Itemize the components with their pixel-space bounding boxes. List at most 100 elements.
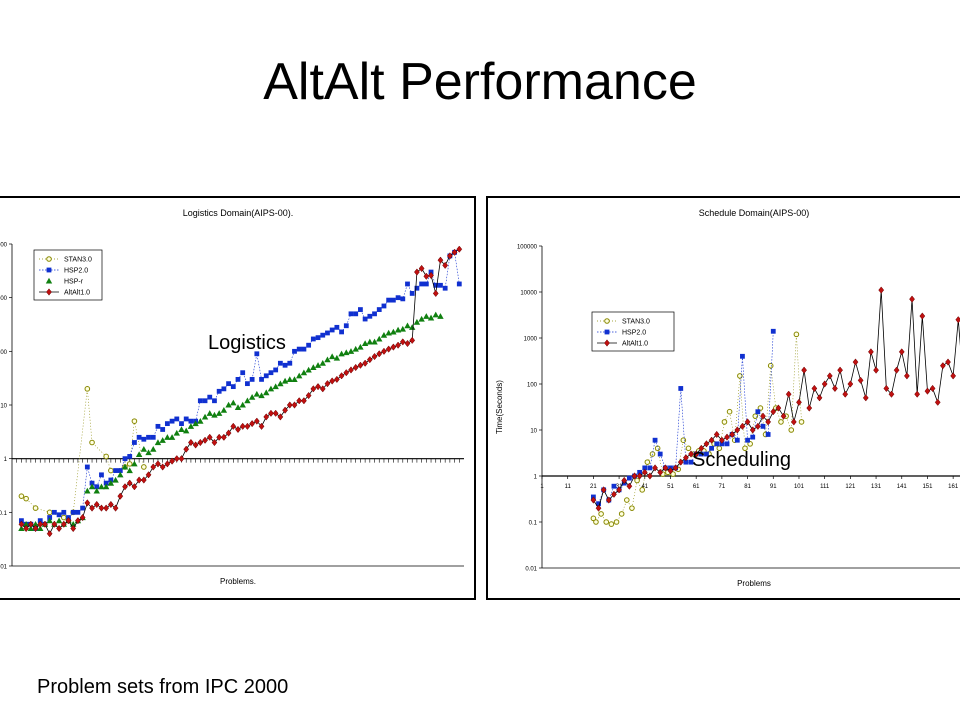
data-point xyxy=(590,496,597,504)
data-point xyxy=(629,505,635,511)
data-point xyxy=(296,346,302,352)
data-point xyxy=(192,420,199,427)
data-point xyxy=(220,433,227,441)
data-point xyxy=(740,353,745,359)
data-point xyxy=(155,460,161,468)
data-point xyxy=(775,404,782,412)
data-point xyxy=(714,441,720,447)
data-point xyxy=(84,499,91,507)
data-point xyxy=(790,418,797,426)
data-point xyxy=(698,451,704,457)
data-point xyxy=(60,520,67,528)
data-point xyxy=(291,376,298,382)
y-tick-label: 10000 xyxy=(520,291,537,297)
data-point xyxy=(703,440,710,448)
data-point xyxy=(187,423,195,429)
data-point xyxy=(343,323,349,329)
data-point xyxy=(432,289,439,298)
data-point xyxy=(306,342,312,348)
data-point xyxy=(249,420,256,428)
data-point xyxy=(61,509,67,515)
data-point xyxy=(729,430,736,439)
data-point xyxy=(131,483,138,491)
chart-title: Schedule Domain(AIPS-00) xyxy=(699,208,810,218)
data-point xyxy=(409,324,416,330)
x-tick-label: 61 xyxy=(693,484,700,490)
data-point xyxy=(600,486,607,494)
data-point xyxy=(239,401,246,408)
data-point xyxy=(793,331,800,338)
y-tick-label: 10 xyxy=(0,404,7,410)
legend-marker xyxy=(604,318,610,324)
data-point xyxy=(361,340,369,347)
data-point xyxy=(652,437,658,443)
data-point xyxy=(698,444,705,452)
series-STAN3.0 xyxy=(590,331,805,527)
data-point xyxy=(399,325,406,332)
data-point xyxy=(680,437,687,444)
data-point xyxy=(353,311,359,317)
data-point xyxy=(32,521,39,527)
data-point xyxy=(117,492,124,500)
data-point xyxy=(626,482,633,490)
data-point xyxy=(268,370,274,376)
data-point xyxy=(135,451,143,457)
data-point xyxy=(343,349,350,356)
data-point xyxy=(634,477,640,484)
data-point xyxy=(60,514,67,521)
data-point xyxy=(18,493,25,499)
data-point xyxy=(84,464,90,470)
data-point xyxy=(145,449,152,456)
y-tick-label: 10 xyxy=(530,429,537,435)
data-point xyxy=(888,390,895,398)
data-point xyxy=(286,401,293,409)
data-point xyxy=(154,439,162,446)
data-point xyxy=(117,468,123,473)
logistics-chart: Logistics Domain(AIPS-00). 0.01 0.1 1 10 100 1… xyxy=(0,208,464,586)
data-point xyxy=(235,425,241,434)
data-point xyxy=(362,316,368,322)
data-point xyxy=(366,338,374,345)
data-point xyxy=(141,436,147,442)
data-point xyxy=(319,385,326,393)
data-point xyxy=(456,245,463,253)
y-tick-label: 1000 xyxy=(524,337,538,343)
data-point xyxy=(178,455,185,463)
data-point xyxy=(404,322,411,329)
data-point xyxy=(107,479,115,486)
data-point xyxy=(366,356,373,364)
data-point xyxy=(164,460,171,468)
data-point xyxy=(590,515,597,522)
data-point xyxy=(155,423,161,429)
data-point xyxy=(381,347,387,355)
data-point xyxy=(329,377,336,385)
data-point xyxy=(136,434,142,440)
data-point xyxy=(670,471,676,477)
series-HSP-r xyxy=(18,311,444,532)
data-point xyxy=(821,380,828,388)
data-point xyxy=(27,525,35,532)
series-line xyxy=(593,334,802,525)
x-tick-label: 81 xyxy=(744,484,751,490)
data-point xyxy=(847,380,854,388)
data-point xyxy=(704,451,709,457)
data-point xyxy=(140,446,148,452)
data-point xyxy=(873,366,879,374)
data-point xyxy=(652,464,658,472)
data-point xyxy=(146,434,151,440)
x-axis-label: Problems xyxy=(737,579,771,588)
data-point xyxy=(310,364,317,371)
data-point xyxy=(89,480,95,486)
data-point xyxy=(272,409,279,417)
data-point xyxy=(70,524,77,533)
data-point xyxy=(929,384,936,393)
data-point xyxy=(272,383,279,390)
data-point xyxy=(898,348,905,356)
data-point xyxy=(677,458,684,466)
data-point xyxy=(310,385,317,393)
data-point xyxy=(413,318,421,325)
data-point xyxy=(65,517,72,525)
data-point xyxy=(51,509,57,515)
data-point xyxy=(924,387,931,395)
data-point xyxy=(605,496,612,504)
